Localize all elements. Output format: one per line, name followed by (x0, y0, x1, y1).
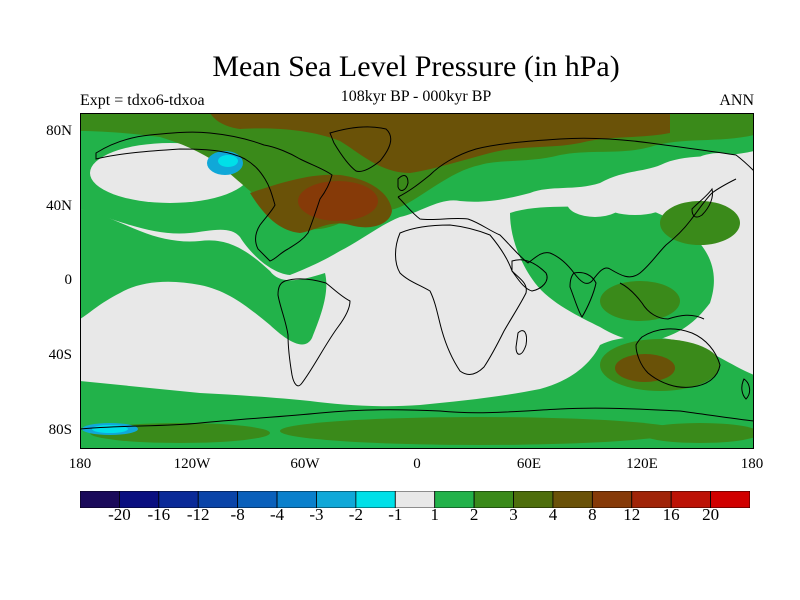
colorbar-label: -16 (147, 505, 171, 524)
colorbar-label: 20 (702, 505, 720, 524)
colorbar-label: -20 (108, 505, 131, 524)
anomaly-region-labrador-strong (298, 181, 378, 221)
coastline-south-america (277, 278, 351, 387)
coastline-australia (635, 328, 721, 388)
coastline-europe-asia (397, 137, 754, 284)
anomaly-gap-east-asia-band (605, 195, 665, 215)
lon-label-180w: 180 (68, 456, 92, 472)
coastline-greenland (329, 126, 392, 172)
coastline-southeast-asia (619, 282, 705, 320)
lon-label-60w: 60W (290, 456, 320, 472)
colorbar-label: -8 (230, 505, 245, 524)
colorbar-label: 1 (430, 505, 439, 524)
lat-label-40s: 40S (48, 347, 72, 363)
chart-title: Mean Sea Level Pressure (in hPa) (212, 50, 620, 83)
colorbar-swatch (710, 491, 750, 508)
colorbar-label: 4 (548, 505, 558, 524)
lat-label-40n: 40N (46, 198, 72, 214)
colorbar (80, 491, 750, 508)
lat-label-80s: 80S (48, 422, 72, 438)
coastline-north-america (95, 131, 333, 262)
lon-label-180e: 180 (740, 456, 764, 472)
colorbar-label: -1 (388, 505, 403, 524)
anomaly-region-australia-strong (615, 354, 675, 382)
coastline-africa (395, 224, 527, 375)
colorbar-label: 2 (469, 505, 479, 524)
coastline-madagascar (515, 330, 527, 355)
lat-label-0: 0 (64, 272, 73, 288)
anomaly-gap-far-east (684, 153, 754, 197)
anomaly-region-west-pacific-medium (660, 201, 740, 245)
anomaly-region-antarctic-east (640, 423, 754, 443)
colorbar-label: 8 (588, 505, 597, 524)
pressure-anomaly-map (80, 113, 754, 449)
anomaly-region-pacific (80, 209, 327, 345)
coastline-arabia (511, 259, 548, 292)
colorbar-label: 3 (509, 505, 518, 524)
colorbar-label: -4 (269, 505, 285, 524)
colorbar-label: 16 (662, 505, 680, 524)
lon-label-60e: 60E (516, 456, 542, 472)
anomaly-region-hudson-bay-weak (218, 155, 238, 167)
colorbar-label: 12 (623, 505, 641, 524)
chart-subtitle: 108kyr BP - 000kyr BP (340, 88, 492, 105)
lon-label-0: 0 (413, 456, 421, 472)
lat-label-80n: 80N (46, 123, 72, 139)
coastline-japan (691, 187, 713, 218)
season-label: ANN (719, 92, 754, 109)
coastline-antarctica (80, 407, 754, 430)
anomaly-gap-central-asia (567, 189, 623, 217)
lon-label-120w: 120W (173, 456, 211, 472)
experiment-label: Expt = tdxo6-tdxoa (80, 92, 205, 109)
colorbar-label: -2 (348, 505, 363, 524)
anomaly-region-arctic-strongest (210, 113, 670, 173)
colorbar-label: -12 (186, 505, 210, 524)
anomaly-region-antarctic-medium (280, 417, 680, 445)
colorbar-label: -3 (309, 505, 324, 524)
coastline-new-zealand (741, 378, 751, 400)
coastline-uk (397, 175, 409, 191)
coastlines (80, 126, 754, 430)
coastline-india (569, 272, 597, 318)
anomaly-gap-tropical-pacific (94, 303, 186, 335)
lon-label-120e: 120E (626, 456, 658, 472)
map-frame (80, 113, 754, 449)
